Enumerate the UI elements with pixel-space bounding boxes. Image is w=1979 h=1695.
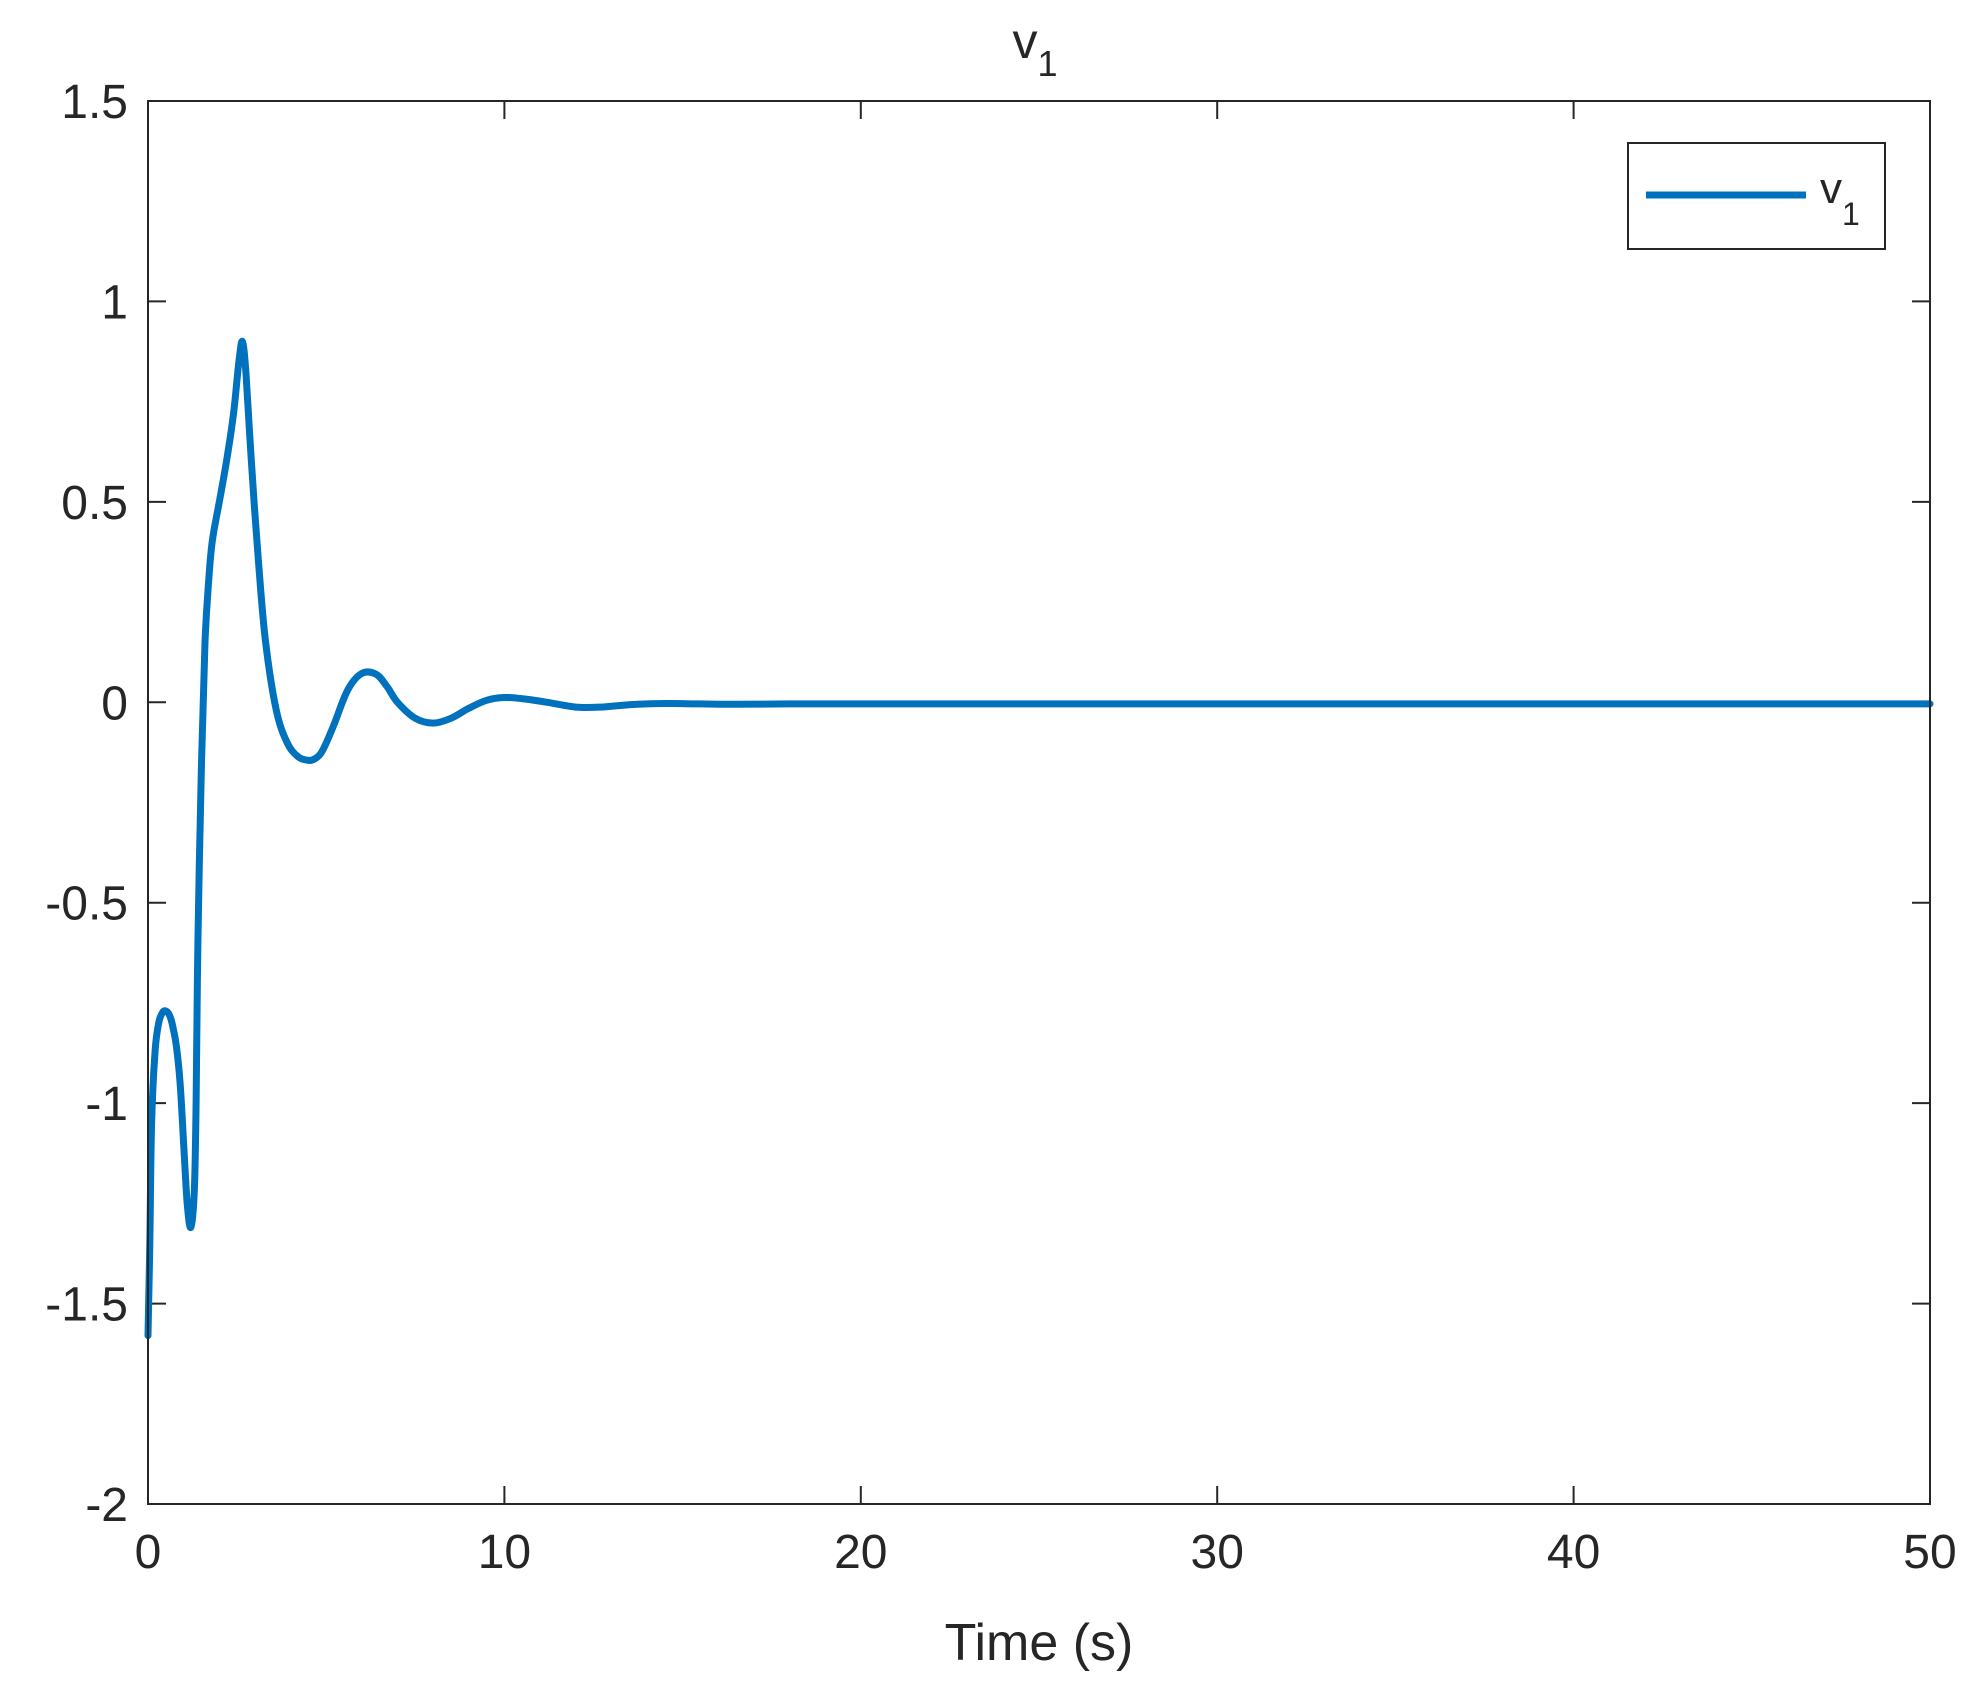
x-tick-label: 30 — [1191, 1526, 1244, 1579]
y-tick-label: 0 — [101, 677, 128, 730]
plot-title-subscript: 1 — [1037, 43, 1057, 84]
x-tick-label: 0 — [135, 1526, 162, 1579]
plot-title: v1 — [1012, 13, 1057, 84]
x-tick-label: 50 — [1903, 1526, 1956, 1579]
y-tick-label: 1 — [101, 276, 128, 329]
x-axis-label: Time (s) — [945, 1614, 1134, 1672]
x-tick-label: 40 — [1547, 1526, 1600, 1579]
axis-tick-labels: 0 10 20 30 40 50 -2 -1.5 -1 -0.5 0 0.5 1 1.5 — [45, 76, 1956, 1579]
y-tick-label: -2 — [85, 1479, 128, 1532]
legend-label-subscript: 1 — [1842, 196, 1860, 232]
legend-label-main: v — [1820, 164, 1842, 213]
x-tick-label: 20 — [834, 1526, 887, 1579]
y-tick-label: -1.5 — [45, 1279, 128, 1332]
legend: v1 — [1627, 142, 1886, 250]
series-line-v1 — [144, 337, 1934, 1340]
y-tick-label: -0.5 — [45, 878, 128, 931]
y-tick-label: 0.5 — [61, 477, 128, 530]
plot-area-border — [147, 100, 1931, 1505]
legend-label: v1 — [1820, 164, 1860, 232]
x-tick-label: 10 — [478, 1526, 531, 1579]
y-tick-label: -1 — [85, 1078, 128, 1131]
plot-title-main: v — [1012, 13, 1037, 69]
y-tick-label: 1.5 — [61, 76, 128, 129]
